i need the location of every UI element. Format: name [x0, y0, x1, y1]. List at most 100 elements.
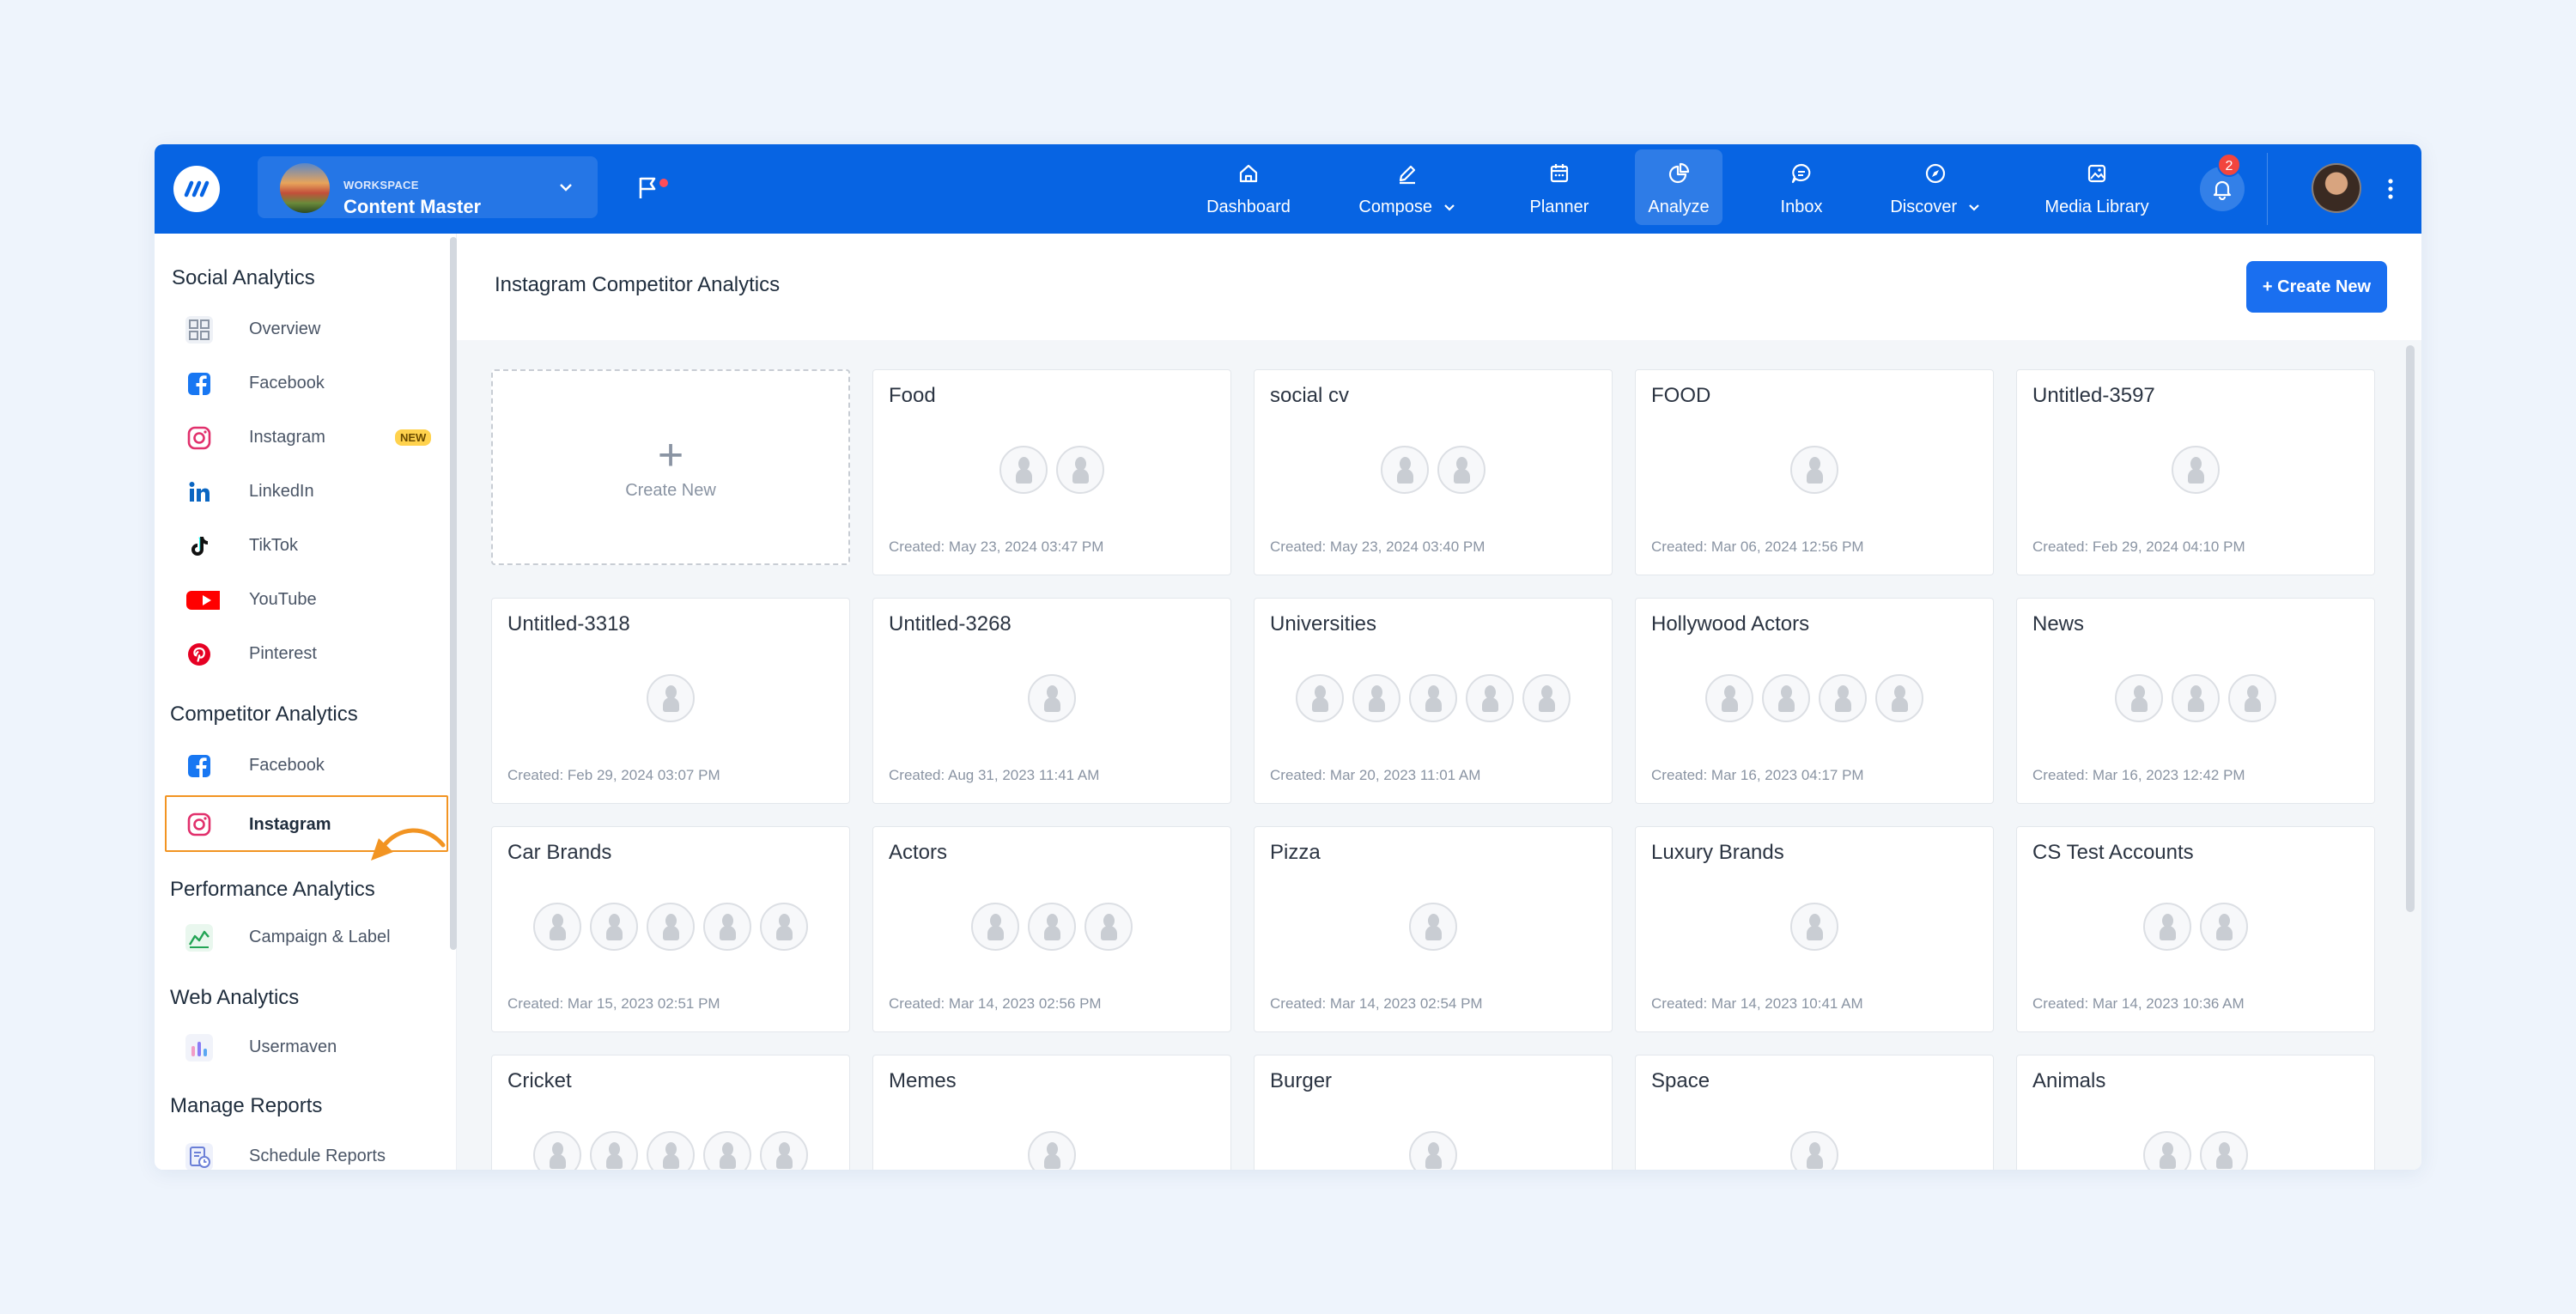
nav-compose[interactable]: Compose: [1346, 149, 1468, 225]
competitor-card[interactable]: Luxury Brands Created: Mar 14, 2023 10:41…: [1635, 826, 1994, 1032]
content-scrollbar[interactable]: [2406, 345, 2415, 912]
competitor-card[interactable]: FOOD Created: Mar 06, 2024 12:56 PM: [1635, 369, 1994, 575]
competitor-card[interactable]: Untitled-3597 Created: Feb 29, 2024 04:10…: [2016, 369, 2375, 575]
sidebar-item-overview[interactable]: Overview: [167, 304, 431, 356]
competitor-avatars: [492, 903, 849, 951]
competitor-card[interactable]: News Created: Mar 16, 2023 12:42 PM: [2016, 598, 2375, 804]
competitor-avatar: [2143, 903, 2191, 951]
competitor-avatar: [1056, 446, 1104, 494]
card-created-date: Created: May 23, 2024 03:47 PM: [889, 538, 1104, 555]
competitor-avatars: [1636, 1131, 1993, 1170]
sidebar-item-usermaven[interactable]: Usermaven: [167, 1022, 431, 1074]
section-heading-reports: Manage Reports: [170, 1094, 323, 1117]
competitor-avatars: [1255, 1131, 1612, 1170]
sidebar-item-competitor-instagram[interactable]: Instagram: [165, 795, 448, 852]
competitor-avatar: [1028, 903, 1076, 951]
competitor-avatar: [760, 903, 808, 951]
competitor-card[interactable]: Animals: [2016, 1055, 2375, 1170]
nav-discover[interactable]: Discover: [1877, 149, 1994, 225]
competitor-avatar: [1381, 446, 1429, 494]
card-created-date: Created: Feb 29, 2024 03:07 PM: [507, 767, 720, 783]
competitor-card[interactable]: Food Created: May 23, 2024 03:47 PM: [872, 369, 1231, 575]
card-created-date: Created: Mar 16, 2023 12:42 PM: [2032, 767, 2245, 783]
competitor-avatar: [647, 903, 695, 951]
sidebar-item-youtube[interactable]: YouTube: [167, 575, 431, 626]
competitor-card[interactable]: Untitled-3268 Created: Aug 31, 2023 11:41…: [872, 598, 1231, 804]
competitor-avatar: [703, 903, 751, 951]
sidebar-item-facebook[interactable]: Facebook: [167, 358, 431, 410]
nav-inbox[interactable]: Inbox: [1762, 149, 1841, 225]
sidebar-item-campaign-label[interactable]: Campaign & Label: [167, 912, 431, 964]
competitor-avatars: [1255, 903, 1612, 951]
competitor-card[interactable]: Car Brands Created: Mar 15, 2023 02:51 PM: [491, 826, 850, 1032]
card-title: CS Test Accounts: [2032, 841, 2194, 864]
sidebar-item-schedule-reports[interactable]: Schedule Reports: [167, 1131, 431, 1170]
competitor-card[interactable]: Space: [1635, 1055, 1994, 1170]
card-title: Cricket: [507, 1069, 572, 1092]
sidebar-scrollbar[interactable]: [450, 237, 457, 950]
card-title: social cv: [1270, 384, 1350, 407]
card-created-date: Created: Feb 29, 2024 04:10 PM: [2032, 538, 2245, 555]
line-chart-icon: [185, 924, 213, 952]
card-created-date: Created: Mar 20, 2023 11:01 AM: [1270, 767, 1481, 783]
sidebar-item-tiktok[interactable]: TikTok: [167, 520, 431, 572]
competitor-card[interactable]: Untitled-3318 Created: Feb 29, 2024 03:07…: [491, 598, 850, 804]
report-schedule-icon: [185, 1143, 213, 1170]
sidebar-item-label: Overview: [249, 319, 321, 338]
compass-icon: [1925, 163, 1946, 184]
competitor-card[interactable]: Pizza Created: Mar 14, 2023 02:54 PM: [1254, 826, 1613, 1032]
nav-label: Inbox: [1780, 198, 1823, 216]
competitor-card[interactable]: Universities Created: Mar 20, 2023 11:01 …: [1254, 598, 1613, 804]
create-new-card[interactable]: + Create New: [491, 369, 850, 565]
nav-dashboard[interactable]: Dashboard: [1199, 149, 1298, 225]
app-logo[interactable]: [173, 166, 220, 212]
card-title: Untitled-3597: [2032, 384, 2155, 407]
competitor-avatar: [590, 903, 638, 951]
sidebar-item-linkedin[interactable]: LinkedIn: [167, 466, 431, 518]
create-new-button[interactable]: + Create New: [2246, 261, 2387, 313]
facebook-icon: [188, 755, 210, 777]
instagram-icon: [187, 426, 211, 450]
sidebar-item-pinterest[interactable]: Pinterest: [167, 629, 431, 680]
competitor-avatar: [533, 1131, 581, 1170]
competitor-avatar: [1790, 1131, 1838, 1170]
competitor-avatar: [1790, 903, 1838, 951]
competitor-card[interactable]: Cricket: [491, 1055, 850, 1170]
competitor-card[interactable]: Actors Created: Mar 14, 2023 02:56 PM: [872, 826, 1231, 1032]
card-created-date: Created: Mar 06, 2024 12:56 PM: [1651, 538, 1864, 555]
competitor-avatar: [1522, 674, 1571, 722]
card-created-date: Created: May 23, 2024 03:40 PM: [1270, 538, 1485, 555]
pointer-arrow-icon: [371, 828, 446, 861]
sidebar-item-label: Campaign & Label: [249, 928, 391, 946]
nav-media-library[interactable]: Media Library: [2033, 149, 2160, 225]
more-options-icon[interactable]: [2387, 177, 2394, 201]
top-navbar: WORKSPACE Content Master Dashboard Compo…: [155, 144, 2421, 234]
chat-icon: [1791, 163, 1811, 184]
nav-analyze[interactable]: Analyze: [1635, 149, 1722, 225]
competitor-card[interactable]: Memes: [872, 1055, 1231, 1170]
competitor-avatar: [1352, 674, 1400, 722]
user-avatar[interactable]: [2312, 163, 2361, 213]
nav-planner[interactable]: Planner: [1515, 149, 1604, 225]
sidebar-item-label: LinkedIn: [249, 482, 314, 501]
competitor-avatars: [492, 1131, 849, 1170]
sidebar-item-label: Schedule Reports: [249, 1147, 386, 1165]
competitor-card[interactable]: social cv Created: May 23, 2024 03:40 PM: [1254, 369, 1613, 575]
competitor-card[interactable]: CS Test Accounts Created: Mar 14, 2023 10…: [2016, 826, 2375, 1032]
sidebar-item-instagram[interactable]: Instagram NEW: [167, 412, 432, 464]
card-title: Luxury Brands: [1651, 841, 1784, 864]
competitor-avatar: [1409, 1131, 1457, 1170]
sidebar-item-competitor-facebook[interactable]: Facebook: [167, 740, 431, 792]
competitor-avatar: [1409, 903, 1457, 951]
competitor-avatars: [2017, 1131, 2374, 1170]
usermaven-icon: [185, 1034, 213, 1062]
image-icon: [2087, 164, 2106, 183]
workspace-selector[interactable]: WORKSPACE Content Master: [258, 156, 598, 218]
competitor-avatar: [2172, 674, 2220, 722]
flag-icon[interactable]: [635, 175, 661, 201]
competitor-card[interactable]: Hollywood Actors Created: Mar 16, 2023 04…: [1635, 598, 1994, 804]
bell-icon: [2213, 180, 2232, 200]
grid-icon: [185, 316, 213, 344]
nav-label: Dashboard: [1206, 198, 1291, 216]
competitor-card[interactable]: Burger: [1254, 1055, 1613, 1170]
